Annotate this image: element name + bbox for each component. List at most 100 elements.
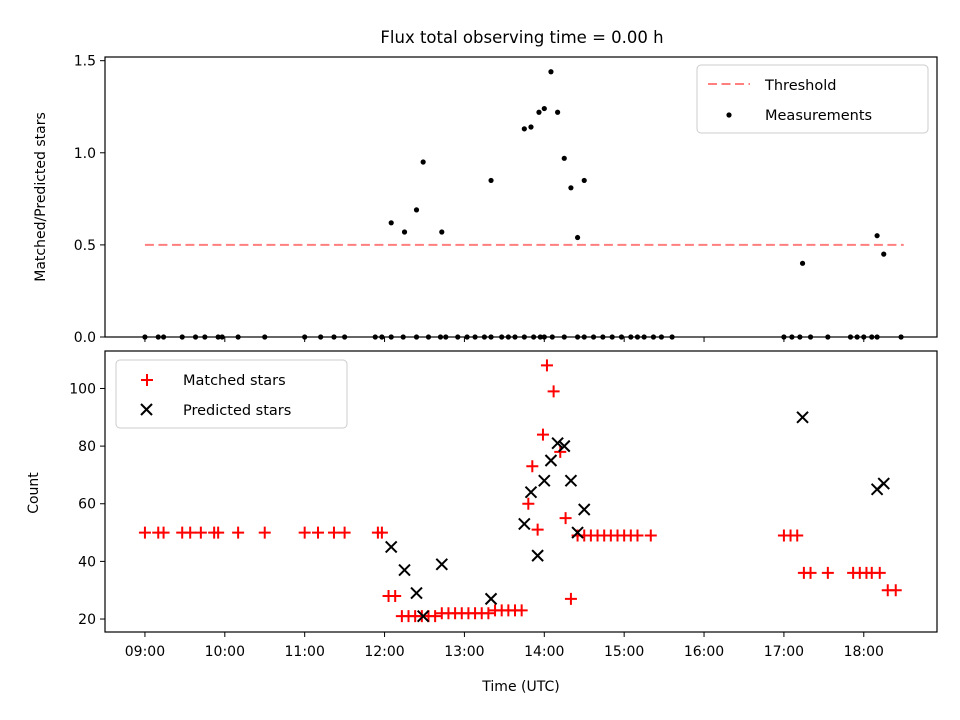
measurement-point [568,185,574,191]
bottom-ylabel: Count [26,472,42,514]
predicted-star-point [538,474,551,487]
legend-matched-label: Matched stars [183,373,286,389]
matched-star-point [212,526,225,539]
measurement-point [401,229,408,235]
matched-star-point [157,526,170,539]
predicted-star-point [544,454,558,467]
matched-star-point [564,592,577,605]
bottom-xtick-label: 14:00 [524,644,564,660]
top-ylabel: Matched/Predicted stars [33,112,49,282]
measurement-point [528,124,534,130]
measurement-point [561,155,567,161]
measurement-point [488,177,494,184]
predicted-star-point [551,437,564,450]
matched-star-point [515,604,528,617]
bottom-ytick-label: 100 [69,381,96,397]
matched-star-point [298,526,311,539]
predicted-star-point [578,503,591,516]
legend-measurements-label: Measurements [765,108,872,124]
top-panel: Flux total observing time = 0.00 h Match… [33,28,938,346]
top-yticks: 0.0 0.5 1.0 1.5 [74,54,105,346]
matched-star-point [327,526,340,539]
matched-star-point [536,428,549,441]
measurement-point [799,260,806,266]
predicted-star-point [410,586,423,600]
measurement-point [874,233,880,239]
matched-star-point [258,526,271,539]
top-legend-box [696,64,929,134]
bottom-plot-area [138,359,902,623]
legend-threshold-label: Threshold [764,78,836,94]
predicted-star-point [571,526,584,539]
matched-star-point [644,529,657,542]
predicted-star-point [564,474,578,487]
matched-star-point [375,526,388,539]
matched-star-point [522,497,535,510]
bottom-xtick-label: 11:00 [285,644,325,660]
measurement-point [574,234,581,241]
bottom-xtick-label: 17:00 [764,644,804,660]
measurement-point [581,177,587,184]
matched-star-point [631,529,644,542]
bottom-xlabel: Time (UTC) [481,679,559,695]
top-ytick-label: 0.5 [74,238,96,254]
matched-star-point [873,566,886,579]
predicted-star-point [398,563,411,577]
predicted-star-point [877,477,890,490]
matched-star-point [889,584,902,597]
top-title: Flux total observing time = 0.00 h [380,28,663,47]
matched-star-point [547,385,560,398]
bottom-panel: Count Time (UTC) 20 40 60 80 100 09:00 10:00 1… [26,350,938,695]
matched-star-point [791,529,804,542]
bottom-xticks: 09:00 10:00 11:00 12:00 13:00 14:00 15:00 16:00… [125,632,884,660]
matched-star-point [559,512,572,525]
matched-star-point [554,445,567,458]
predicted-stars-series [385,411,890,623]
top-legend: Threshold Measurements [696,64,929,134]
predicted-star-point [484,592,498,606]
bottom-xtick-label: 18:00 [844,644,884,660]
legend-matched-swatch [141,374,153,386]
matched-star-point [338,526,351,539]
bottom-axes-frame [104,350,938,633]
bottom-xtick-label: 15:00 [604,644,644,660]
legend-predicted-swatch [140,403,153,416]
matched-star-point [821,566,834,579]
predicted-star-point [531,549,544,562]
top-ytick-label: 1.5 [74,54,96,70]
predicted-star-point [518,517,531,531]
predicted-star-point [385,540,398,554]
measurement-point [388,220,394,226]
bottom-legend-box [115,359,348,429]
top-ytick-label: 0.0 [74,330,96,346]
bottom-ytick-label: 60 [78,497,96,513]
matched-star-point [184,526,197,539]
measurement-point [881,251,887,257]
matched-star-point [540,359,553,372]
matched-star-point [389,589,402,602]
matched-star-point [194,526,207,539]
predicted-star-point [558,439,571,453]
matched-stars-series [138,359,902,623]
legend-predicted-label: Predicted stars [183,403,291,419]
measurement-point [536,109,542,115]
matched-star-point [526,460,539,473]
matched-star-point [804,566,817,579]
predicted-star-point [435,558,449,571]
matched-star-point [311,526,324,539]
bottom-ytick-label: 80 [78,439,96,455]
matched-star-point [482,607,495,620]
matched-star-point [429,610,442,623]
measurement-point [541,105,547,112]
bottom-xtick-label: 16:00 [684,644,724,660]
measurement-point [548,69,554,75]
measurement-point [555,109,561,115]
bottom-ytick-label: 20 [78,612,96,628]
measurement-point [439,229,445,235]
measurement-point [420,159,426,165]
measurement-point [521,126,527,132]
bottom-xtick-label: 13:00 [444,644,484,660]
predicted-star-point [524,486,538,499]
top-ytick-label: 1.0 [74,146,96,162]
